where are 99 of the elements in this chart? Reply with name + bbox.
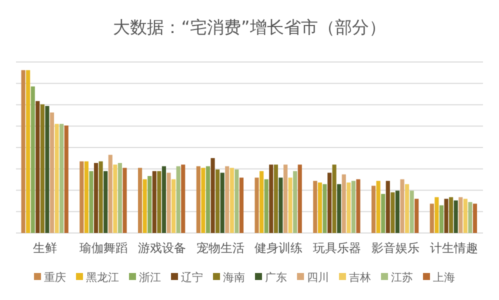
bar [395,190,400,233]
bar [21,70,26,233]
bar [342,174,346,233]
bar [293,171,298,233]
bar [269,164,274,233]
bar [30,86,35,233]
bar [332,164,336,233]
x-tick-label: 生鲜 [33,241,58,255]
bar [122,168,127,233]
bar [458,197,463,233]
bar [318,182,322,233]
bar [142,179,147,233]
x-tick-label: 游戏设备 [138,241,186,255]
bar [454,200,458,233]
bar [274,164,278,233]
bar [45,106,50,233]
bar [201,168,206,233]
x-tick-label: 健身训练 [254,241,303,255]
bar [108,154,112,233]
bar [40,104,44,233]
bar [157,171,162,233]
bar [260,171,264,233]
bar [381,194,386,233]
bar [444,198,448,233]
bar [288,178,292,233]
legend-label: 四川 [307,271,329,284]
x-tick-label: 计生情趣 [430,241,478,255]
bar [196,166,200,233]
bar [410,190,414,233]
legend-label: 上海 [433,271,455,284]
bar [60,124,64,233]
legend-label: 黑龙江 [86,271,119,284]
bar [337,184,342,233]
bar [80,161,84,233]
bar [152,171,156,233]
bar [405,184,410,233]
bar [181,164,186,233]
bar [36,101,40,233]
bar [210,158,215,233]
bar [206,166,210,233]
bar [104,171,108,233]
bar [176,166,180,233]
bar [322,184,327,233]
legend-label: 江苏 [391,271,413,284]
legend-label: 重庆 [44,271,66,284]
bar [376,180,380,233]
bar [298,164,302,233]
bar [463,198,468,233]
bar [148,176,152,233]
bar [313,180,318,233]
bar [264,179,268,233]
x-tick-label: 瑜伽舞蹈 [80,241,128,255]
bar [84,161,88,233]
bar [356,179,360,233]
bar [414,198,419,233]
bar [283,164,288,233]
bar [98,161,103,233]
bar [468,202,472,233]
bar [254,178,259,233]
legend-label: 海南 [223,271,245,284]
legend-label: 广东 [265,271,287,284]
bar [449,197,454,233]
bar [472,204,478,233]
bar [234,169,239,233]
bar [372,186,376,233]
bar [220,172,224,233]
bar [89,171,94,233]
bar [390,192,395,233]
bar [327,172,332,233]
legend-label: 浙江 [139,271,161,284]
bar [94,162,98,233]
x-tick-label: 宠物生活 [196,241,244,255]
bar [386,180,390,233]
bar [166,172,171,233]
bar [162,166,166,233]
legend-label: 辽宁 [181,271,203,284]
bar [230,168,234,233]
x-tick-label: 影音娱乐 [371,241,420,255]
bar [64,126,68,233]
bar [351,180,356,233]
bar [113,164,118,233]
bar [118,162,122,233]
bar [216,169,220,233]
bar [278,178,283,233]
bar [26,70,30,233]
x-tick-label: 玩具乐器 [313,241,362,255]
legend-label: 吉林 [349,271,371,284]
bar [430,204,434,233]
bar [50,112,54,233]
bar [346,182,351,233]
bar [439,205,444,233]
bar [400,179,404,233]
bar [434,197,439,233]
chart-title: 大数据：“宅消费”增长省市（部分） [113,18,386,38]
bar [54,124,59,233]
bar [138,168,142,233]
bar [225,166,230,233]
bar [239,178,244,233]
bar [172,179,176,233]
